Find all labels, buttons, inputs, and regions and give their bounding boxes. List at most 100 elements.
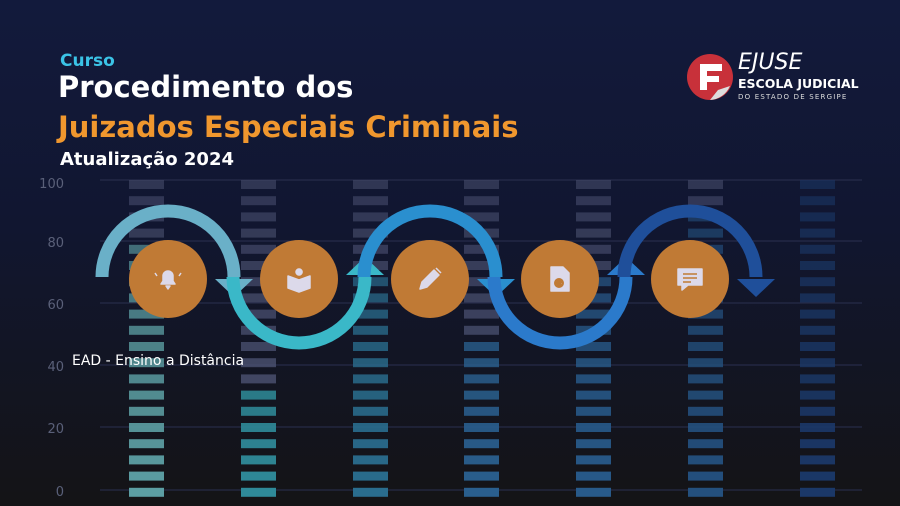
axis-tick-label: 0 xyxy=(56,485,64,500)
bar-segment xyxy=(576,180,611,189)
bar-segment xyxy=(576,390,611,400)
flow-arrow-arc xyxy=(95,204,241,278)
arrowhead-icon xyxy=(737,279,775,297)
bar-segment xyxy=(800,293,835,303)
bar-segment xyxy=(688,455,723,465)
flow-arrow-arc xyxy=(226,276,372,350)
bar-segment xyxy=(241,244,276,254)
bar-segment xyxy=(576,212,611,222)
bar-segment xyxy=(353,423,388,432)
bar-segment xyxy=(241,277,276,287)
bar-segment xyxy=(241,374,276,384)
pencil-icon xyxy=(419,267,442,290)
bar-segment xyxy=(241,228,276,238)
course-label: Curso xyxy=(60,51,115,71)
bar-segment xyxy=(576,196,611,206)
bar-segment xyxy=(129,423,164,432)
bar-segment xyxy=(241,390,276,400)
bar-segment xyxy=(800,228,835,238)
bar-segment xyxy=(800,261,835,270)
bar-segment xyxy=(464,244,499,254)
bar-segment xyxy=(353,487,388,497)
bar-segment xyxy=(576,406,611,416)
bar-segment xyxy=(241,455,276,465)
bar-segment xyxy=(800,277,835,287)
bar-segment xyxy=(800,390,835,400)
step-2 xyxy=(260,240,338,318)
flow-arrow-arc xyxy=(617,204,763,278)
bar-segment xyxy=(353,293,388,303)
bar-segment xyxy=(800,423,835,432)
bar-segment xyxy=(464,423,499,432)
bar-segment xyxy=(129,309,164,319)
bar-segment xyxy=(800,487,835,497)
bar-segment xyxy=(800,180,835,189)
bar-segment xyxy=(464,406,499,416)
bar-segment xyxy=(353,406,388,416)
bar-segment xyxy=(688,374,723,384)
tagline: EAD - Ensino a Distância xyxy=(72,353,245,369)
bar-segment xyxy=(576,342,611,351)
step-1 xyxy=(129,240,207,318)
bar-segment xyxy=(688,325,723,335)
bar-segment xyxy=(129,180,164,189)
bar-segment xyxy=(353,390,388,400)
bar-segment xyxy=(464,293,499,303)
bar-segment xyxy=(800,439,835,449)
bar-segment xyxy=(129,487,164,497)
bar-segment xyxy=(464,487,499,497)
bar-segment xyxy=(353,196,388,206)
bar-segment xyxy=(800,374,835,384)
bar-segment xyxy=(576,455,611,465)
bar-segment xyxy=(688,180,723,189)
bar-segment xyxy=(576,439,611,449)
bar-segment xyxy=(464,309,499,319)
bar-segment xyxy=(241,212,276,222)
bar-segment xyxy=(688,406,723,416)
bar-segment xyxy=(464,374,499,384)
bar-segment xyxy=(464,212,499,222)
bar-segment xyxy=(800,406,835,416)
ejuse-logo: EJUSE ESCOLA JUDICIAL DO ESTADO DE SERGI… xyxy=(686,50,859,106)
bar-segment xyxy=(464,471,499,481)
axis-tick-label: 100 xyxy=(39,177,64,192)
bar-segment xyxy=(800,212,835,222)
bar-segment xyxy=(353,374,388,384)
bar-segment xyxy=(464,342,499,351)
bar-segment xyxy=(576,487,611,497)
bar-segment xyxy=(464,358,499,368)
bar-segment xyxy=(688,487,723,497)
page-title-line1: Procedimento dos xyxy=(58,70,354,104)
bar-segment xyxy=(688,390,723,400)
bar-segment xyxy=(800,342,835,351)
bar-segment xyxy=(688,471,723,481)
bar-segment xyxy=(241,423,276,432)
bar-segment xyxy=(688,228,723,238)
bar-segment xyxy=(576,423,611,432)
logo-line2: DO ESTADO DE SERGIPE xyxy=(738,93,848,101)
bar-segment xyxy=(353,455,388,465)
bar-segment xyxy=(241,261,276,270)
chat-lines xyxy=(683,273,697,283)
bar-segment xyxy=(129,228,164,238)
bar-segment xyxy=(241,293,276,303)
bar-segment xyxy=(241,358,276,368)
bar-segment xyxy=(129,342,164,351)
bar-segment xyxy=(800,455,835,465)
bar-segment xyxy=(576,358,611,368)
bar-segment xyxy=(353,180,388,189)
flow-arrow-arc xyxy=(357,204,503,278)
bar-segment xyxy=(129,471,164,481)
bar-segment xyxy=(576,309,611,319)
step-5 xyxy=(651,240,729,318)
bar-segment xyxy=(241,487,276,497)
magnifier xyxy=(554,278,564,288)
bar-segment xyxy=(800,196,835,206)
bar-segment xyxy=(129,406,164,416)
bar-segment xyxy=(688,439,723,449)
bar-segment xyxy=(800,325,835,335)
bar-segment xyxy=(353,358,388,368)
bar-segment xyxy=(353,309,388,319)
axis-tick-label: 60 xyxy=(47,298,64,313)
